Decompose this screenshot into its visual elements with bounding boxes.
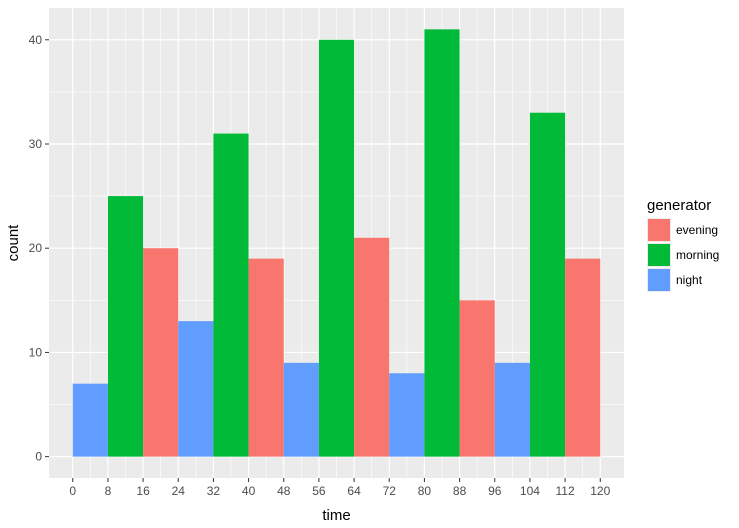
bar-evening bbox=[143, 248, 179, 457]
bar-evening bbox=[248, 258, 284, 457]
x-tick-label: 120 bbox=[590, 484, 610, 498]
y-tick-label: 0 bbox=[35, 450, 42, 464]
legend-swatch-evening bbox=[648, 219, 670, 241]
x-tick-label: 88 bbox=[453, 484, 467, 498]
bar-morning bbox=[318, 39, 355, 457]
bar-night bbox=[494, 362, 530, 457]
legend-swatch-morning bbox=[648, 244, 670, 266]
legend-label-morning: morning bbox=[676, 248, 719, 262]
legend-swatch-night bbox=[648, 269, 670, 291]
x-tick-label: 104 bbox=[520, 484, 540, 498]
y-axis-title: count bbox=[5, 224, 22, 262]
x-tick-label: 0 bbox=[69, 484, 76, 498]
x-tick-label: 80 bbox=[418, 484, 432, 498]
x-axis-title: time bbox=[322, 507, 350, 524]
bar-evening bbox=[354, 237, 390, 457]
x-tick-label: 32 bbox=[207, 484, 221, 498]
legend-label-evening: evening bbox=[676, 223, 718, 237]
bar-night bbox=[72, 383, 108, 457]
legend-label-night: night bbox=[676, 273, 703, 287]
x-tick-label: 8 bbox=[105, 484, 112, 498]
x-tick-label: 24 bbox=[172, 484, 186, 498]
bar-morning bbox=[529, 112, 566, 457]
x-tick-label: 40 bbox=[242, 484, 256, 498]
bar-morning bbox=[107, 196, 144, 457]
legend-title: generator bbox=[647, 197, 711, 214]
bars-layer bbox=[72, 29, 601, 457]
bar-morning bbox=[424, 29, 460, 457]
x-axis: 0 8 16 24 32 40 48 56 64 72 80 88 96 104 112 120 bbox=[69, 478, 611, 498]
x-tick-label: 16 bbox=[136, 484, 150, 498]
x-tick-label: 96 bbox=[488, 484, 502, 498]
x-tick-label: 64 bbox=[347, 484, 361, 498]
legend: generator evening morning night bbox=[647, 197, 719, 292]
x-tick-label: 56 bbox=[312, 484, 326, 498]
x-tick-label: 48 bbox=[277, 484, 291, 498]
y-tick-label: 10 bbox=[29, 345, 43, 359]
y-tick-label: 20 bbox=[29, 241, 43, 255]
x-tick-label: 72 bbox=[383, 484, 397, 498]
bar-night bbox=[178, 321, 214, 457]
bar-morning bbox=[213, 133, 249, 457]
y-tick-label: 40 bbox=[29, 33, 43, 47]
bar-evening bbox=[565, 258, 601, 457]
bar-night bbox=[283, 362, 319, 457]
y-tick-label: 30 bbox=[29, 137, 43, 151]
y-axis: 0 10 20 30 40 bbox=[29, 33, 49, 464]
bar-evening bbox=[459, 300, 495, 457]
bar-night bbox=[389, 373, 425, 457]
x-tick-label: 112 bbox=[556, 484, 575, 498]
